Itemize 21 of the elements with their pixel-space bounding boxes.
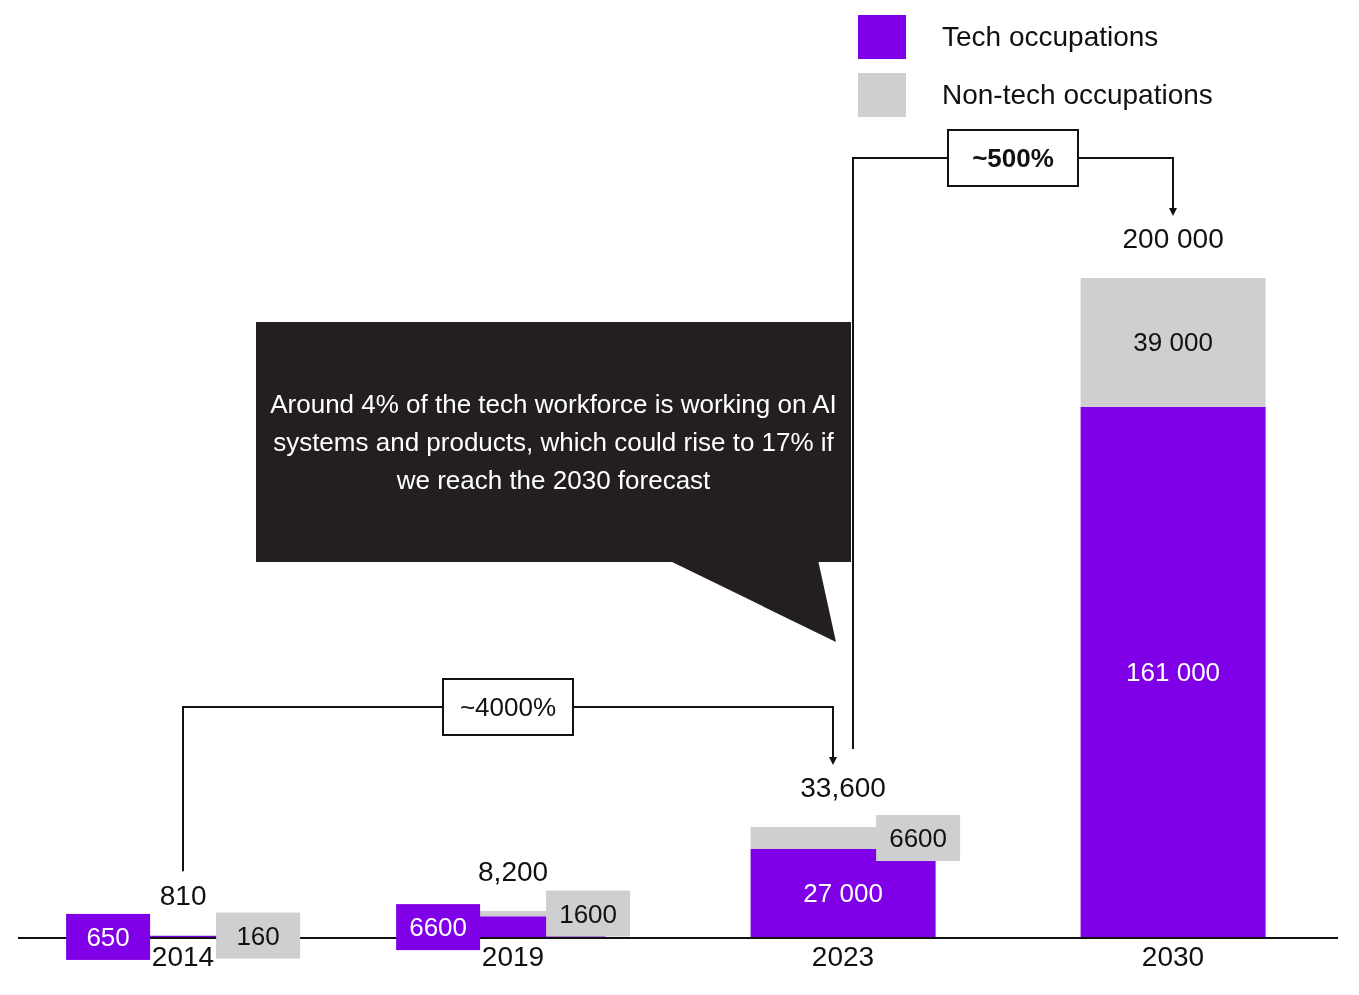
x-tick-label: 2023 [811, 940, 875, 972]
data-label: 1600 [559, 898, 618, 929]
data-label: 6600 [889, 823, 948, 854]
data-label: 27 000 [803, 878, 883, 909]
x-tick-label: 2030 [1141, 940, 1205, 972]
annotation: Around 4% of the tech workforce is working on AI systems and products, which could rise to 17% if we reach the 2030 forecast [269, 388, 838, 497]
x-tick-label: 2014 [151, 940, 215, 972]
data-label: 6600 [409, 912, 468, 943]
total-label: 200 000 [1122, 223, 1224, 254]
x-tick-label: 2019 [481, 940, 545, 972]
total-label: 810 [159, 880, 207, 912]
legend-label: Tech occupations [942, 21, 1159, 53]
legend-label: Non-tech occupations [942, 79, 1213, 111]
total-label: 8,200 [478, 855, 549, 887]
data-label: 39 000 [1133, 327, 1213, 358]
annotation: ~4000% [442, 678, 574, 737]
data-label: 161 000 [1126, 657, 1221, 688]
data-label: 160 [236, 920, 280, 951]
data-label: 650 [86, 921, 130, 952]
text: ~500% [947, 129, 1079, 187]
total-label: 33,600 [800, 772, 886, 804]
